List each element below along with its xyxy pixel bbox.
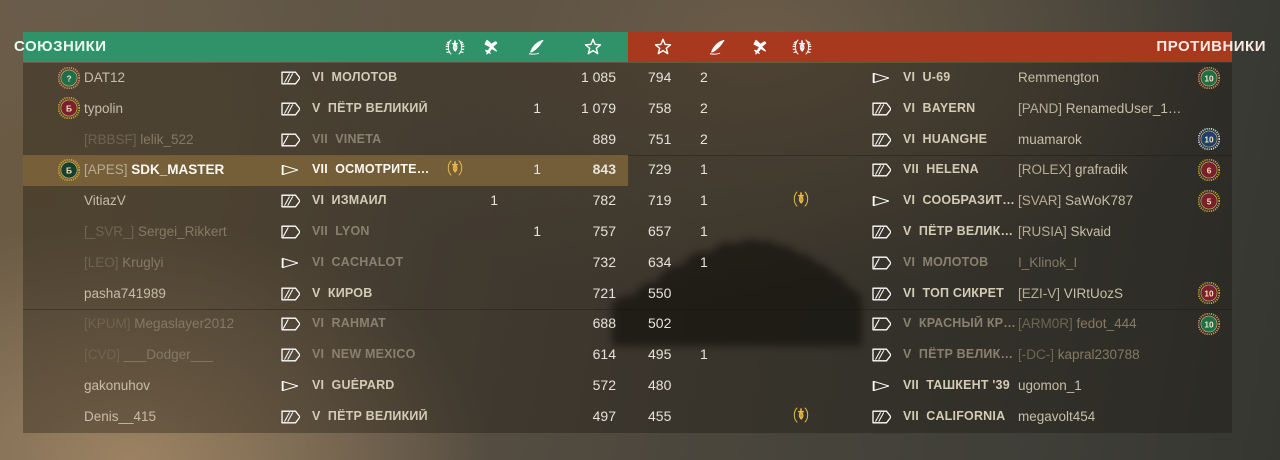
svg-text:6: 6 <box>1207 165 1212 175</box>
svg-text:10: 10 <box>1204 73 1214 83</box>
svg-text:10: 10 <box>1204 135 1214 145</box>
svg-text:5: 5 <box>1207 196 1212 206</box>
svg-text:10: 10 <box>1204 289 1214 299</box>
svg-text:10: 10 <box>1204 319 1214 329</box>
